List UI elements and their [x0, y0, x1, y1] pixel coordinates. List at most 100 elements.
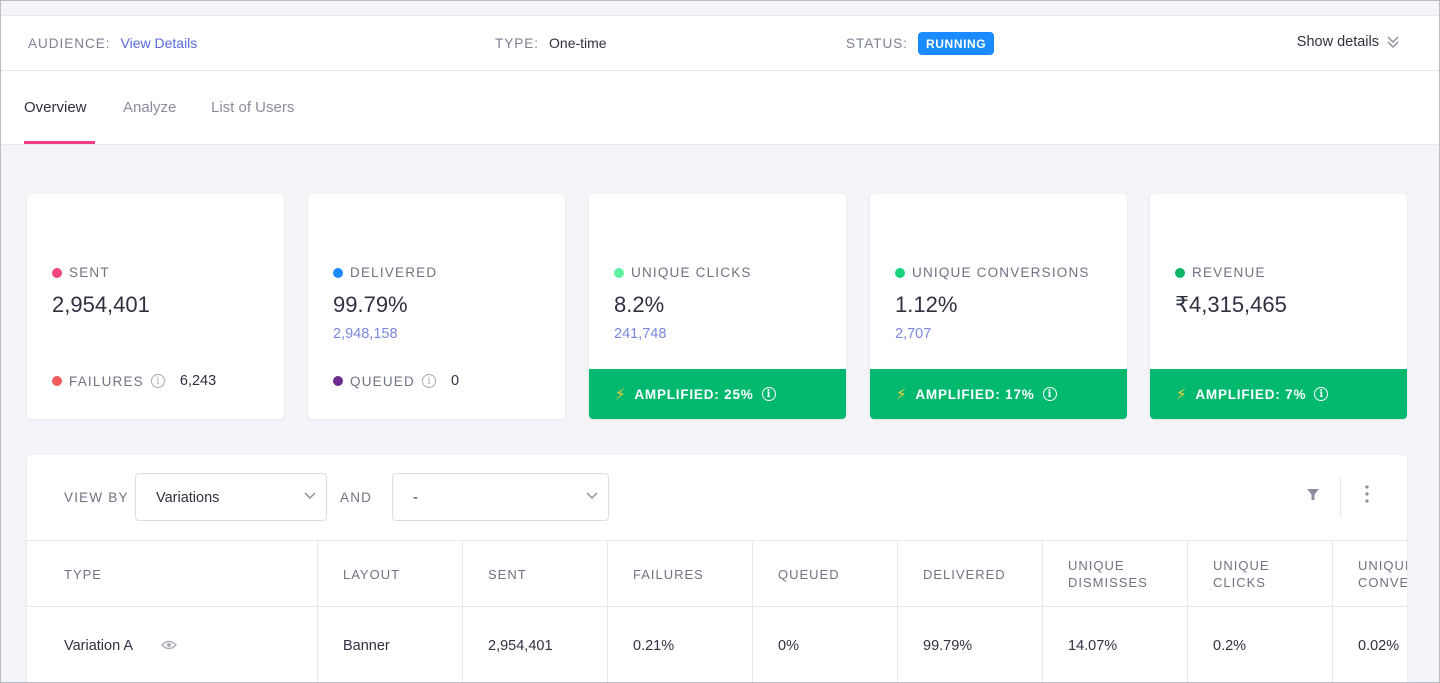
- cell-sent: 2,954,401: [463, 607, 608, 682]
- delivered-dot-icon: [333, 267, 343, 278]
- header-unique-dismisses-line2: DISMISSES: [1068, 575, 1148, 590]
- status-badge: RUNNING: [918, 32, 995, 55]
- lightning-icon: ⚡: [615, 386, 627, 403]
- cell-unique-dismisses: 14.07%: [1043, 607, 1188, 682]
- amplified-banner: ⚡ AMPLIFIED: 7% i: [1150, 369, 1407, 419]
- lightning-icon: ⚡: [896, 386, 908, 403]
- unique-clicks-label: UNIQUE CLICKS: [614, 265, 752, 280]
- delivered-value: 99.79%: [333, 292, 408, 317]
- unique-conversions-count: 2,707: [895, 326, 932, 342]
- header-unique-dismisses-line1: UNIQUE: [1068, 558, 1125, 573]
- unique-conversions-label-text: UNIQUE CONVERSIONS: [912, 265, 1090, 280]
- show-details-toggle[interactable]: Show details: [1297, 34, 1399, 50]
- amplified-text: AMPLIFIED: 7%: [1195, 386, 1307, 402]
- info-icon[interactable]: i: [761, 387, 776, 401]
- header-delivered: DELIVERED: [923, 567, 1006, 582]
- cell-sent-text: 2,954,401: [488, 638, 553, 654]
- header-type: TYPE: [64, 567, 102, 582]
- cell-queued: 0%: [753, 607, 898, 682]
- queued-dot-icon: [333, 376, 343, 386]
- revenue-dot-icon: [1175, 267, 1185, 278]
- view-by-select[interactable]: Variations: [135, 473, 327, 521]
- unique-conversions-card: UNIQUE CONVERSIONS 1.12% 2,707 ⚡ AMPLIFI…: [870, 194, 1127, 419]
- revenue-value: ₹4,315,465: [1175, 292, 1287, 317]
- sent-card: SENT 2,954,401 FAILURES i 6,243: [27, 194, 284, 419]
- tab-analyze[interactable]: Analyze: [123, 99, 177, 116]
- cell-failures: 0.21%: [608, 607, 753, 682]
- toolbar-divider: [1340, 477, 1341, 517]
- cell-queued-text: 0%: [778, 638, 799, 654]
- unique-conversions-value: 1.12%: [895, 292, 958, 317]
- col-delivered[interactable]: DELIVERED: [898, 541, 1043, 606]
- col-unique-clicks[interactable]: UNIQUE CLICKS: [1188, 541, 1333, 606]
- col-unique-dismisses[interactable]: UNIQUE DISMISSES: [1043, 541, 1188, 606]
- amplified-text: AMPLIFIED: 17%: [915, 386, 1035, 402]
- status-label: STATUS:: [846, 36, 909, 51]
- tab-list-of-users[interactable]: List of Users: [211, 99, 295, 116]
- header-unique-conversions-line2: CONVE: [1358, 575, 1407, 590]
- type-meta: TYPE: One-time: [495, 35, 607, 51]
- cell-unique-conversions-text: 0.02%: [1358, 638, 1400, 654]
- cell-failures-text: 0.21%: [633, 638, 675, 654]
- unique-conversions-label: UNIQUE CONVERSIONS: [895, 265, 1090, 280]
- variations-panel: VIEW BY Variations AND - TYPE LAYOUT SEN…: [27, 455, 1407, 682]
- col-layout[interactable]: LAYOUT: [318, 541, 463, 606]
- col-failures[interactable]: FAILURES: [608, 541, 753, 606]
- cell-layout-text: Banner: [343, 638, 390, 654]
- amplified-text: AMPLIFIED: 25%: [634, 386, 754, 402]
- secondary-select[interactable]: -: [392, 473, 609, 521]
- cell-delivered: 99.79%: [898, 607, 1043, 682]
- queued-line: QUEUED i 0: [333, 373, 459, 389]
- sent-dot-icon: [52, 267, 62, 278]
- cell-unique-clicks: 0.2%: [1188, 607, 1333, 682]
- secondary-value: -: [413, 490, 418, 506]
- lightning-icon: ⚡: [1176, 386, 1188, 403]
- delivered-card: DELIVERED 99.79% 2,948,158 QUEUED i 0: [308, 194, 565, 419]
- failures-label: FAILURES: [69, 373, 144, 389]
- view-details-link[interactable]: View Details: [120, 35, 198, 51]
- cell-type: Variation A: [27, 607, 318, 682]
- filter-icon[interactable]: [1307, 489, 1319, 501]
- type-value: One-time: [549, 35, 607, 51]
- sent-label-text: SENT: [69, 265, 110, 280]
- header-sent: SENT: [488, 567, 527, 582]
- double-chevron-down-icon: [1387, 36, 1399, 48]
- col-unique-conversions[interactable]: UNIQUI CONVE: [1333, 541, 1407, 606]
- failures-dot-icon: [52, 376, 62, 386]
- active-tab-indicator: [24, 141, 95, 144]
- revenue-label-text: REVENUE: [1192, 265, 1266, 280]
- tab-bar: Overview Analyze List of Users: [1, 71, 1439, 145]
- view-by-label: VIEW BY: [64, 490, 129, 505]
- info-icon[interactable]: i: [150, 374, 165, 388]
- and-label: AND: [340, 490, 373, 505]
- type-label: TYPE:: [495, 35, 540, 51]
- eye-icon[interactable]: [161, 640, 177, 650]
- more-options-icon[interactable]: [1362, 485, 1372, 503]
- campaign-meta-bar: AUDIENCE: View Details TYPE: One-time ST…: [1, 15, 1439, 71]
- header-unique-conversions-line1: UNIQUI: [1358, 558, 1407, 573]
- info-icon[interactable]: i: [421, 374, 436, 388]
- col-sent[interactable]: SENT: [463, 541, 608, 606]
- conversions-dot-icon: [895, 267, 905, 278]
- chevron-down-icon: [586, 489, 598, 503]
- tab-overview[interactable]: Overview: [24, 99, 87, 116]
- unique-clicks-card: UNIQUE CLICKS 8.2% 241,748 ⚡ AMPLIFIED: …: [589, 194, 846, 419]
- view-by-value: Variations: [156, 490, 220, 506]
- header-unique-clicks-line1: UNIQUE: [1213, 558, 1270, 573]
- variation-name: Variation A: [64, 638, 134, 654]
- cell-layout: Banner: [318, 607, 463, 682]
- info-icon[interactable]: i: [1042, 387, 1057, 401]
- info-icon[interactable]: i: [1314, 387, 1329, 401]
- cell-unique-clicks-text: 0.2%: [1213, 638, 1247, 654]
- audience-label: AUDIENCE:: [28, 35, 111, 51]
- unique-clicks-label-text: UNIQUE CLICKS: [631, 265, 752, 280]
- clicks-dot-icon: [614, 267, 624, 278]
- table-header: TYPE LAYOUT SENT FAILURES QUEUED DELIVER…: [27, 540, 1407, 607]
- table-row[interactable]: Variation A Banner 2,954,401 0.21% 0% 99…: [27, 607, 1407, 682]
- col-type[interactable]: TYPE: [27, 541, 318, 606]
- cell-unique-conversions: 0.02%: [1333, 607, 1407, 682]
- cell-unique-dismisses-text: 14.07%: [1068, 638, 1118, 654]
- col-queued[interactable]: QUEUED: [753, 541, 898, 606]
- failures-value: 6,243: [179, 373, 217, 389]
